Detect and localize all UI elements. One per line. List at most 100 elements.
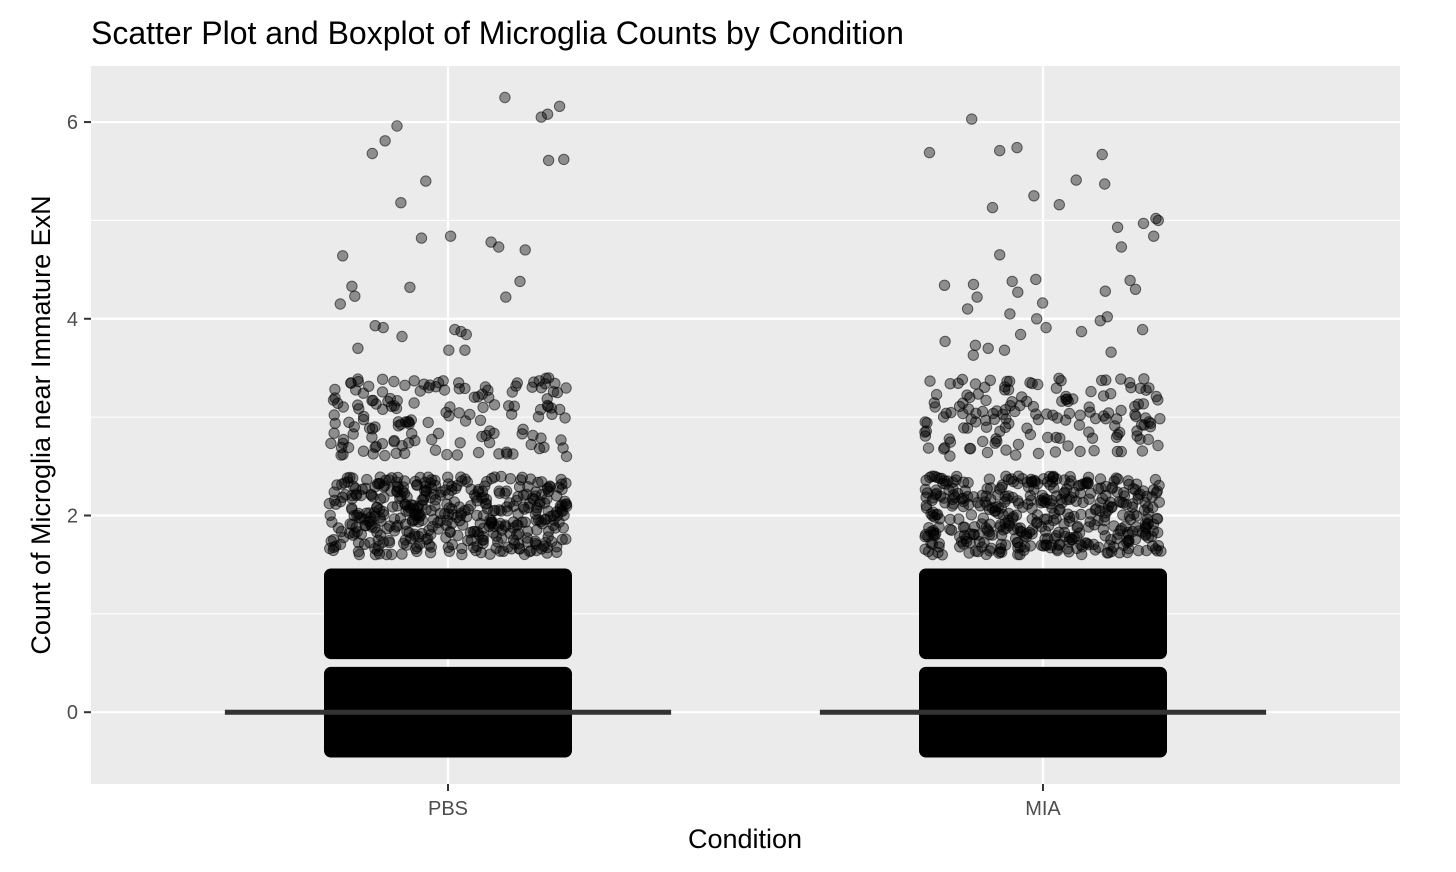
data-point bbox=[938, 443, 950, 455]
data-point bbox=[1146, 530, 1158, 543]
data-point bbox=[429, 500, 441, 512]
data-point bbox=[1058, 518, 1070, 530]
data-point bbox=[408, 375, 420, 387]
data-point bbox=[1148, 230, 1160, 242]
data-point bbox=[517, 423, 529, 435]
data-point bbox=[451, 449, 463, 461]
data-point bbox=[1139, 496, 1151, 509]
data-point bbox=[922, 442, 935, 454]
y-axis-title: Count of Microglia near Immature ExN bbox=[26, 195, 56, 654]
data-point bbox=[1151, 513, 1164, 525]
data-point bbox=[377, 481, 390, 493]
data-point bbox=[1101, 311, 1114, 323]
data-point bbox=[1060, 414, 1072, 426]
data-point bbox=[1106, 481, 1119, 493]
data-point bbox=[544, 480, 556, 492]
data-point bbox=[958, 529, 971, 542]
data-point bbox=[494, 545, 506, 557]
data-point bbox=[554, 500, 567, 512]
data-point bbox=[337, 250, 349, 262]
data-point bbox=[1152, 439, 1164, 452]
data-point bbox=[1150, 390, 1163, 403]
data-point bbox=[477, 522, 490, 534]
data-point bbox=[1142, 433, 1155, 446]
data-point bbox=[1053, 372, 1065, 384]
data-point bbox=[1094, 505, 1106, 517]
data-point bbox=[1129, 283, 1142, 295]
data-point bbox=[542, 531, 554, 543]
data-point bbox=[1111, 445, 1124, 458]
data-point bbox=[366, 423, 379, 435]
data-point bbox=[507, 448, 519, 460]
data-point bbox=[504, 473, 517, 485]
data-point bbox=[957, 407, 969, 420]
data-point bbox=[468, 391, 481, 403]
data-point bbox=[560, 382, 572, 394]
data-point bbox=[1136, 323, 1149, 336]
data-point bbox=[444, 526, 456, 539]
data-point bbox=[334, 298, 346, 310]
data-point bbox=[494, 517, 506, 530]
data-point bbox=[1071, 522, 1083, 534]
data-point bbox=[994, 543, 1007, 555]
data-point bbox=[376, 373, 389, 385]
data-point bbox=[430, 381, 442, 393]
data-point bbox=[1134, 433, 1146, 445]
data-point bbox=[1063, 536, 1075, 548]
data-point bbox=[946, 500, 958, 512]
data-point bbox=[1049, 532, 1061, 544]
data-point bbox=[357, 445, 370, 457]
data-point bbox=[411, 509, 423, 521]
data-point bbox=[967, 278, 980, 291]
data-point bbox=[459, 415, 472, 427]
data-point bbox=[500, 291, 512, 303]
data-point bbox=[928, 470, 941, 482]
data-point bbox=[501, 505, 514, 517]
data-point bbox=[519, 516, 531, 528]
data-point bbox=[391, 120, 403, 132]
data-point bbox=[522, 481, 534, 493]
data-point bbox=[328, 486, 340, 498]
data-point bbox=[963, 547, 975, 559]
data-point bbox=[376, 386, 389, 398]
data-point bbox=[423, 539, 436, 551]
data-point bbox=[449, 323, 461, 336]
data-point bbox=[444, 401, 456, 413]
data-point bbox=[453, 407, 465, 419]
data-point bbox=[387, 501, 399, 513]
data-point bbox=[381, 523, 393, 535]
data-point bbox=[959, 521, 971, 533]
x-tick-label: PBS bbox=[428, 798, 468, 820]
data-point bbox=[541, 393, 553, 405]
data-point bbox=[1111, 532, 1123, 545]
minor-gridlines bbox=[91, 219, 1400, 615]
data-point bbox=[1082, 521, 1095, 533]
data-point bbox=[1022, 481, 1035, 493]
data-point bbox=[516, 428, 528, 440]
data-point bbox=[388, 434, 400, 447]
data-point bbox=[939, 335, 951, 348]
data-point bbox=[337, 437, 349, 450]
data-point bbox=[417, 494, 430, 506]
data-point bbox=[443, 545, 456, 557]
data-point bbox=[953, 400, 966, 413]
data-point bbox=[403, 437, 415, 449]
data-point bbox=[1117, 509, 1129, 521]
data-point bbox=[926, 548, 939, 561]
data-point bbox=[1047, 409, 1059, 421]
data-point bbox=[399, 498, 411, 510]
data-point bbox=[325, 437, 337, 450]
data-point bbox=[995, 502, 1007, 514]
dense-cluster-1 bbox=[919, 568, 1167, 660]
data-point bbox=[1089, 412, 1102, 425]
data-point bbox=[479, 381, 492, 393]
data-point bbox=[970, 407, 982, 419]
data-point bbox=[359, 519, 371, 532]
data-point bbox=[429, 444, 442, 456]
data-point bbox=[1082, 478, 1094, 490]
data-point bbox=[971, 291, 983, 303]
data-point bbox=[980, 490, 992, 502]
data-point bbox=[1097, 390, 1110, 402]
data-point bbox=[962, 477, 974, 489]
data-point bbox=[980, 394, 992, 407]
